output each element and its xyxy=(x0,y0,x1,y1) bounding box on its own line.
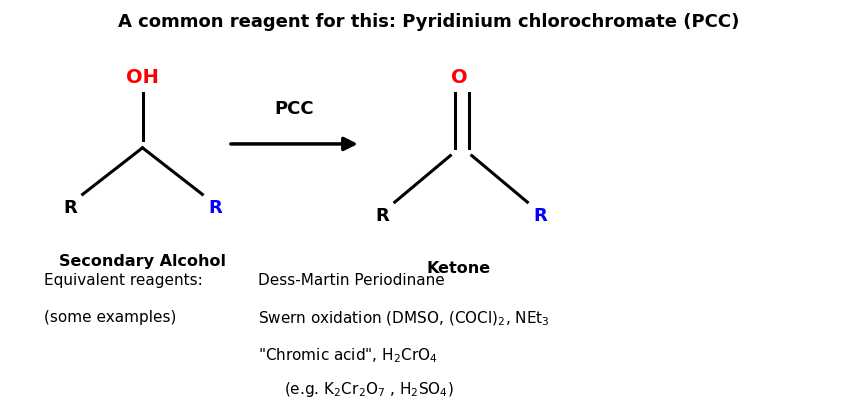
Text: PCC: PCC xyxy=(275,99,314,117)
Text: Dess-Martin Periodinane: Dess-Martin Periodinane xyxy=(258,272,444,287)
Text: R: R xyxy=(375,207,389,225)
Text: O: O xyxy=(450,68,468,87)
Text: R: R xyxy=(63,199,76,217)
Text: Secondary Alcohol: Secondary Alcohol xyxy=(59,253,226,268)
Text: Ketone: Ketone xyxy=(427,261,491,275)
Text: "Chromic acid", H$_2$CrO$_4$: "Chromic acid", H$_2$CrO$_4$ xyxy=(258,346,438,365)
Text: Swern oxidation (DMSO, (COCl)$_2$, NEt$_3$: Swern oxidation (DMSO, (COCl)$_2$, NEt$_… xyxy=(258,309,550,327)
Text: Equivalent reagents:: Equivalent reagents: xyxy=(44,272,202,287)
Text: A common reagent for this: Pyridinium chlorochromate (PCC): A common reagent for this: Pyridinium ch… xyxy=(118,13,740,31)
Text: R: R xyxy=(208,199,222,217)
Text: (some examples): (some examples) xyxy=(44,309,177,324)
Text: (e.g. K$_2$Cr$_2$O$_7$ , H$_2$SO$_4$): (e.g. K$_2$Cr$_2$O$_7$ , H$_2$SO$_4$) xyxy=(284,379,453,398)
Text: R: R xyxy=(534,207,547,225)
Text: OH: OH xyxy=(126,68,159,87)
